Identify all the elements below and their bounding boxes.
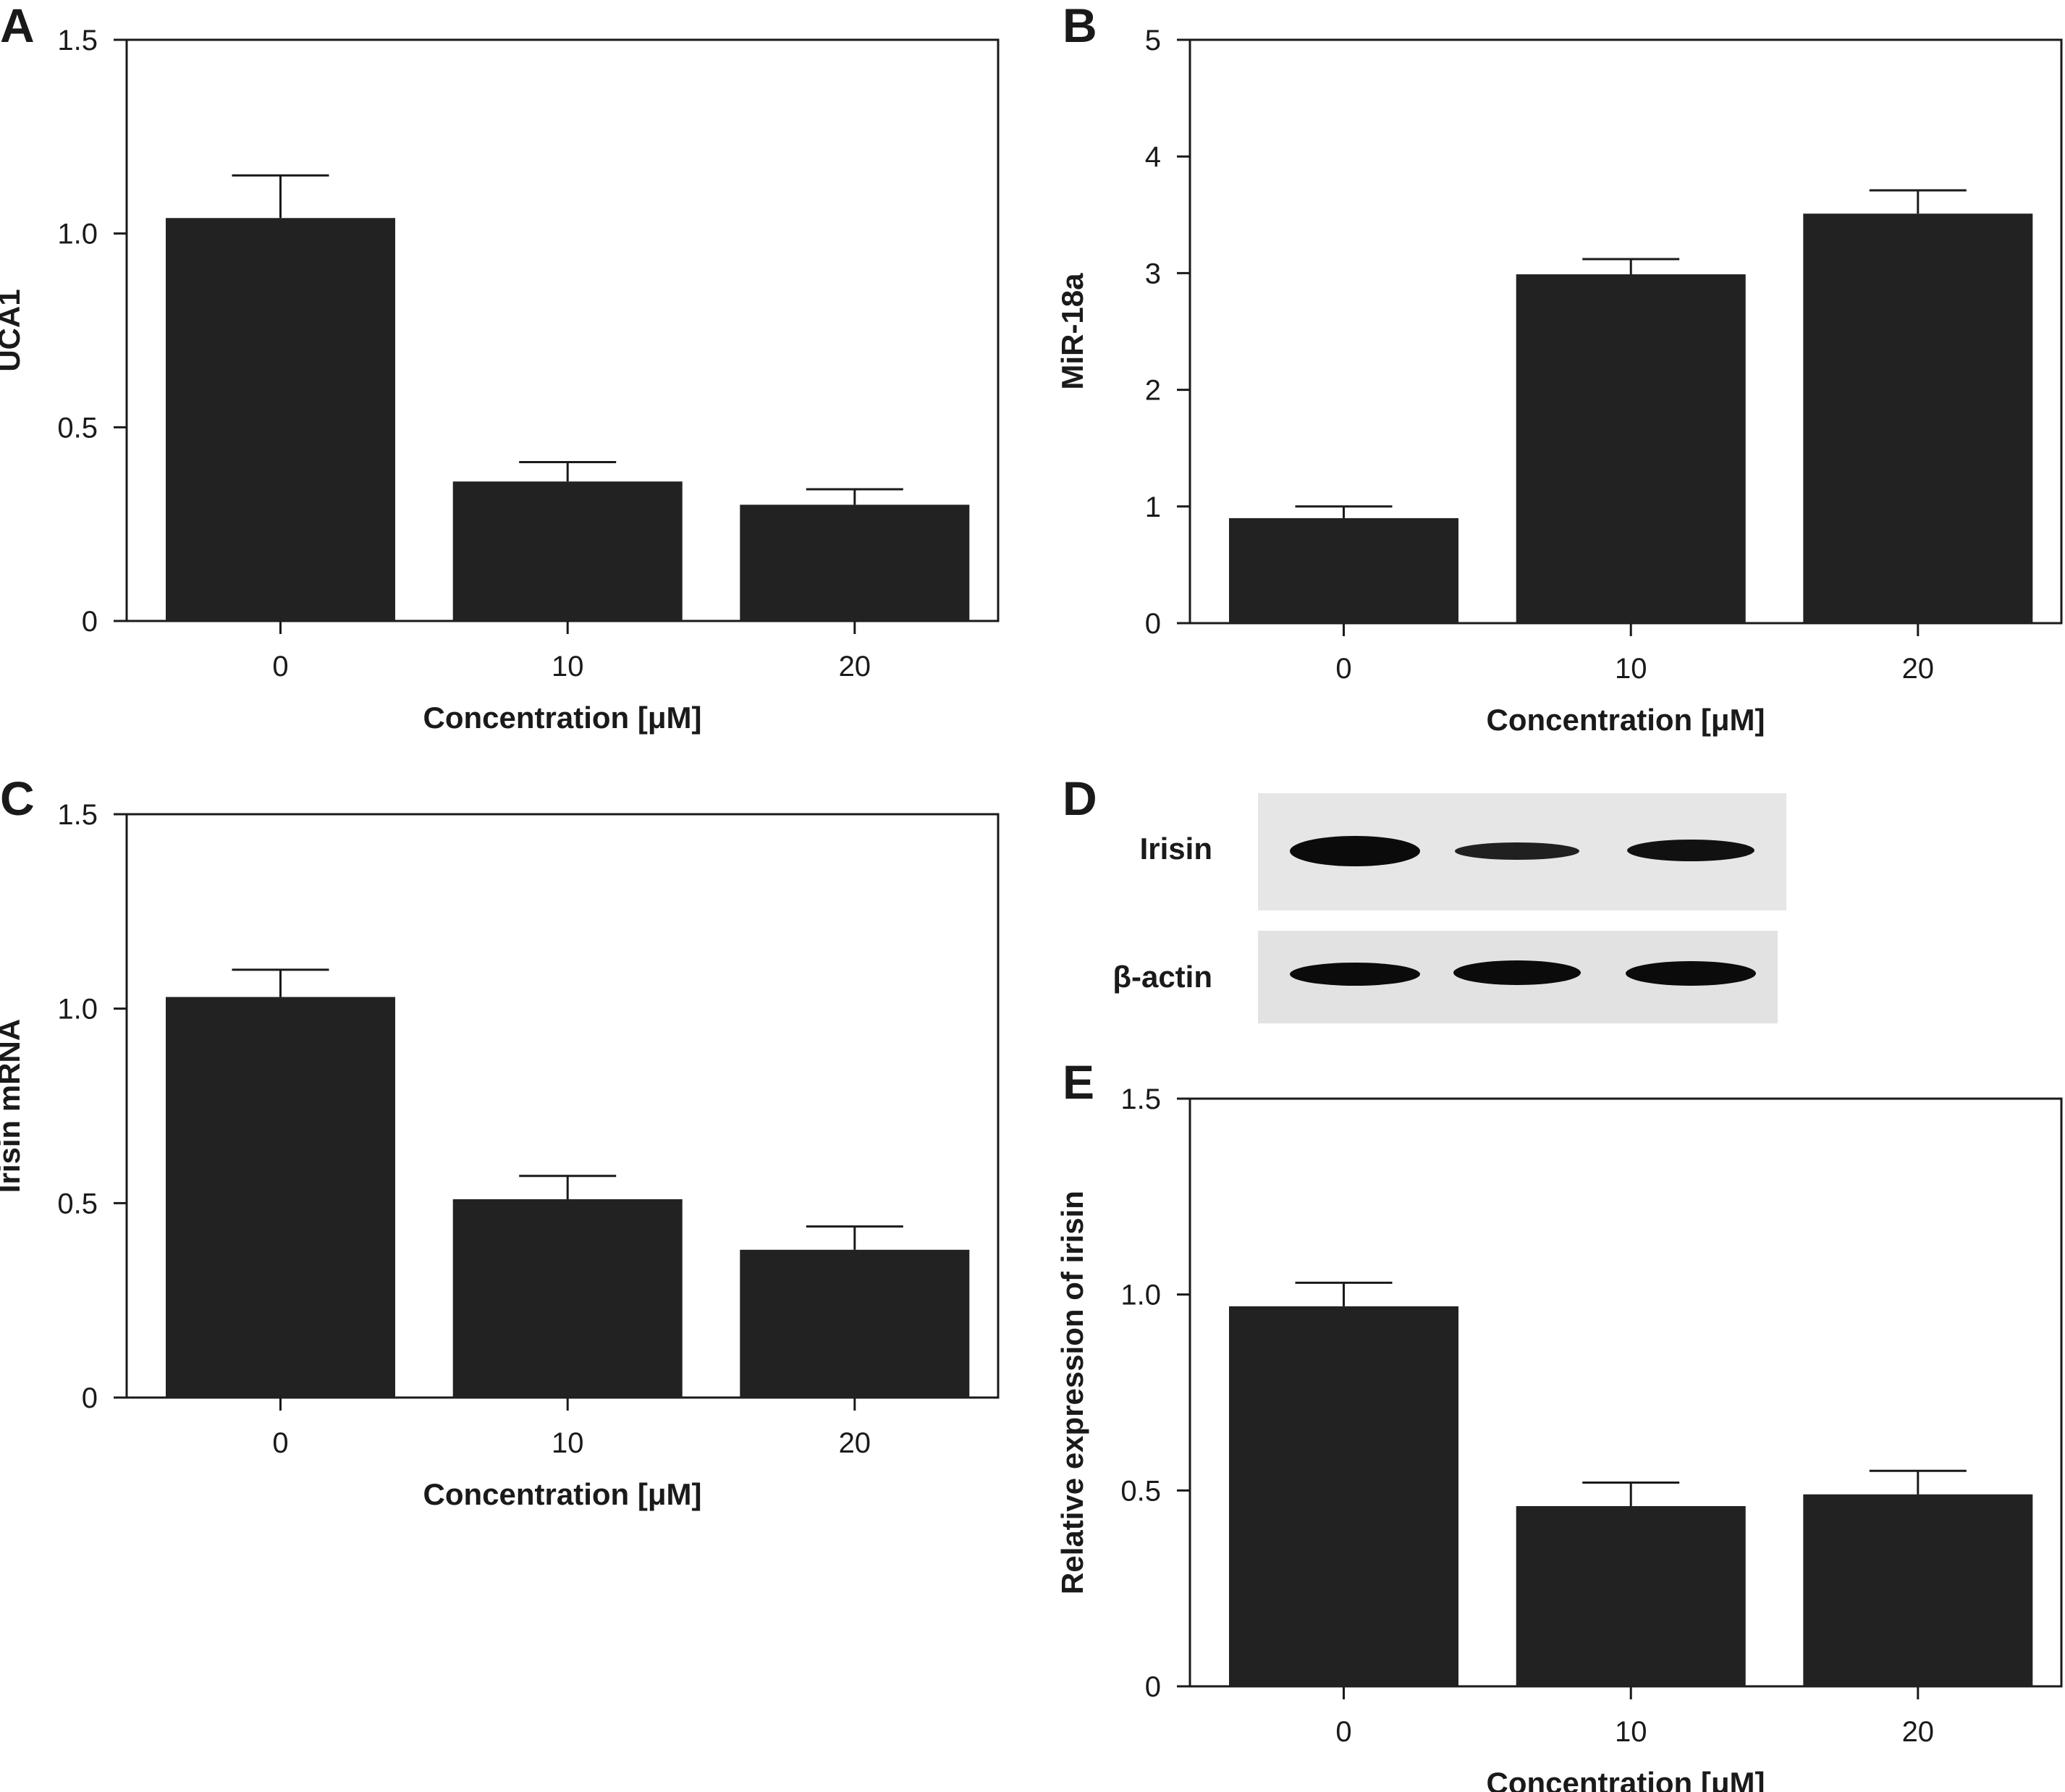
y-tick-label: 1.0: [57, 219, 98, 250]
blot-band-beta-actin-10: [1453, 960, 1581, 985]
y-tick-label: 1.5: [57, 25, 98, 56]
blot-band-irisin-20: [1627, 840, 1754, 861]
blot-band-irisin-10: [1455, 842, 1579, 860]
bar: [1228, 517, 1459, 623]
bar: [1516, 274, 1746, 623]
blot-band-beta-actin-20: [1626, 961, 1756, 986]
x-tick-label: 20: [839, 651, 871, 682]
bar: [452, 481, 683, 621]
y-tick-label: 3: [1145, 258, 1161, 289]
bar: [740, 1249, 970, 1398]
bar: [1803, 1494, 2033, 1686]
y-tick-label: 0: [1145, 1671, 1161, 1703]
y-tick-label: 1.5: [57, 799, 98, 831]
y-tick-label: 1.0: [57, 994, 98, 1026]
bar: [1228, 1306, 1459, 1686]
panel-d-western-blot: D Irisin β-actin: [1063, 772, 1786, 1023]
panel-letter-c: C: [0, 772, 35, 825]
blot-band-irisin-0: [1290, 836, 1420, 866]
x-tick-label: 20: [1902, 1716, 1935, 1748]
y-axis-title: Relative expression of irisin: [1055, 1191, 1089, 1594]
x-tick-label: 0: [1335, 1716, 1351, 1748]
x-axis-title: Concentration [μM]: [1487, 1766, 1765, 1792]
x-tick-label: 0: [272, 651, 288, 682]
chart-c: 0 0.5 1.0 1.5 0 10 20 Concentration [μM] Irisin …: [0, 799, 1000, 1511]
y-tick-label: 1.5: [1120, 1083, 1161, 1115]
y-tick-label: 0.5: [57, 412, 98, 444]
y-tick-label: 5: [1145, 25, 1161, 56]
bar: [165, 997, 396, 1398]
x-tick-label: 20: [1902, 653, 1935, 685]
x-tick-label: 10: [1615, 1716, 1647, 1748]
x-tick-label: 0: [272, 1427, 288, 1459]
panel-letter-d: D: [1063, 772, 1097, 825]
y-tick-label: 1.0: [1120, 1280, 1161, 1311]
x-axis-title: Concentration [μM]: [423, 1477, 702, 1511]
y-tick-label: 4: [1145, 141, 1161, 173]
y-tick-label: 1: [1145, 491, 1161, 523]
bar: [1803, 214, 2033, 623]
blot-label-irisin: Irisin: [1140, 832, 1212, 866]
panel-b: B 0 1 2 3 4 5 0 10 20 Concentration [μM] MiR-18a: [1055, 0, 2063, 737]
chart-b: 0 1 2 3 4 5 0 10 20 Concentration [μM] MiR-18a: [1055, 25, 2063, 737]
panel-letter-b: B: [1063, 0, 1097, 52]
x-tick-label: 10: [552, 651, 584, 682]
y-axis-title: MiR-18a: [1055, 273, 1089, 390]
x-tick-label: 10: [1615, 653, 1647, 685]
y-tick-label: 0.5: [1120, 1475, 1161, 1507]
panel-c: C 0 0.5 1.0 1.5 0 10 20 Concentration [μM] Irisi…: [0, 772, 1000, 1511]
chart-e: 0 0.5 1.0 1.5 0 10 20 Concentration [μM] Relativ…: [1055, 1083, 2063, 1792]
panel-e: E 0 0.5 1.0 1.5 0 10 20 Concentration [μM] Relat…: [1055, 1055, 2063, 1792]
bar: [452, 1199, 683, 1398]
bar: [165, 218, 396, 622]
y-axis-title: UCA1: [0, 289, 26, 371]
blot-label-beta-actin: β-actin: [1112, 960, 1212, 994]
x-tick-label: 10: [552, 1427, 584, 1459]
bar: [1516, 1505, 1746, 1686]
x-axis-title: Concentration [μM]: [1487, 703, 1765, 737]
panel-letter-a: A: [0, 0, 35, 52]
x-tick-label: 0: [1335, 653, 1351, 685]
panel-letter-e: E: [1063, 1055, 1094, 1109]
y-tick-label: 2: [1145, 375, 1161, 407]
x-tick-label: 20: [839, 1427, 871, 1459]
y-tick-label: 0: [82, 606, 98, 638]
y-tick-label: 0.5: [57, 1188, 98, 1220]
x-axis-title: Concentration [μM]: [423, 701, 702, 735]
y-tick-label: 0: [1145, 608, 1161, 640]
panel-a: A 0 0.5 1.0 1.5 0 10 20 Concentration [μM] UCA1: [0, 0, 1000, 735]
y-axis-title: Irisin mRNA: [0, 1019, 26, 1193]
blot-band-beta-actin-0: [1290, 963, 1420, 986]
chart-a: 0 0.5 1.0 1.5 0 10 20 Concentration [μM] UCA1: [0, 25, 1000, 735]
bar: [740, 504, 970, 621]
y-tick-label: 0: [82, 1382, 98, 1414]
